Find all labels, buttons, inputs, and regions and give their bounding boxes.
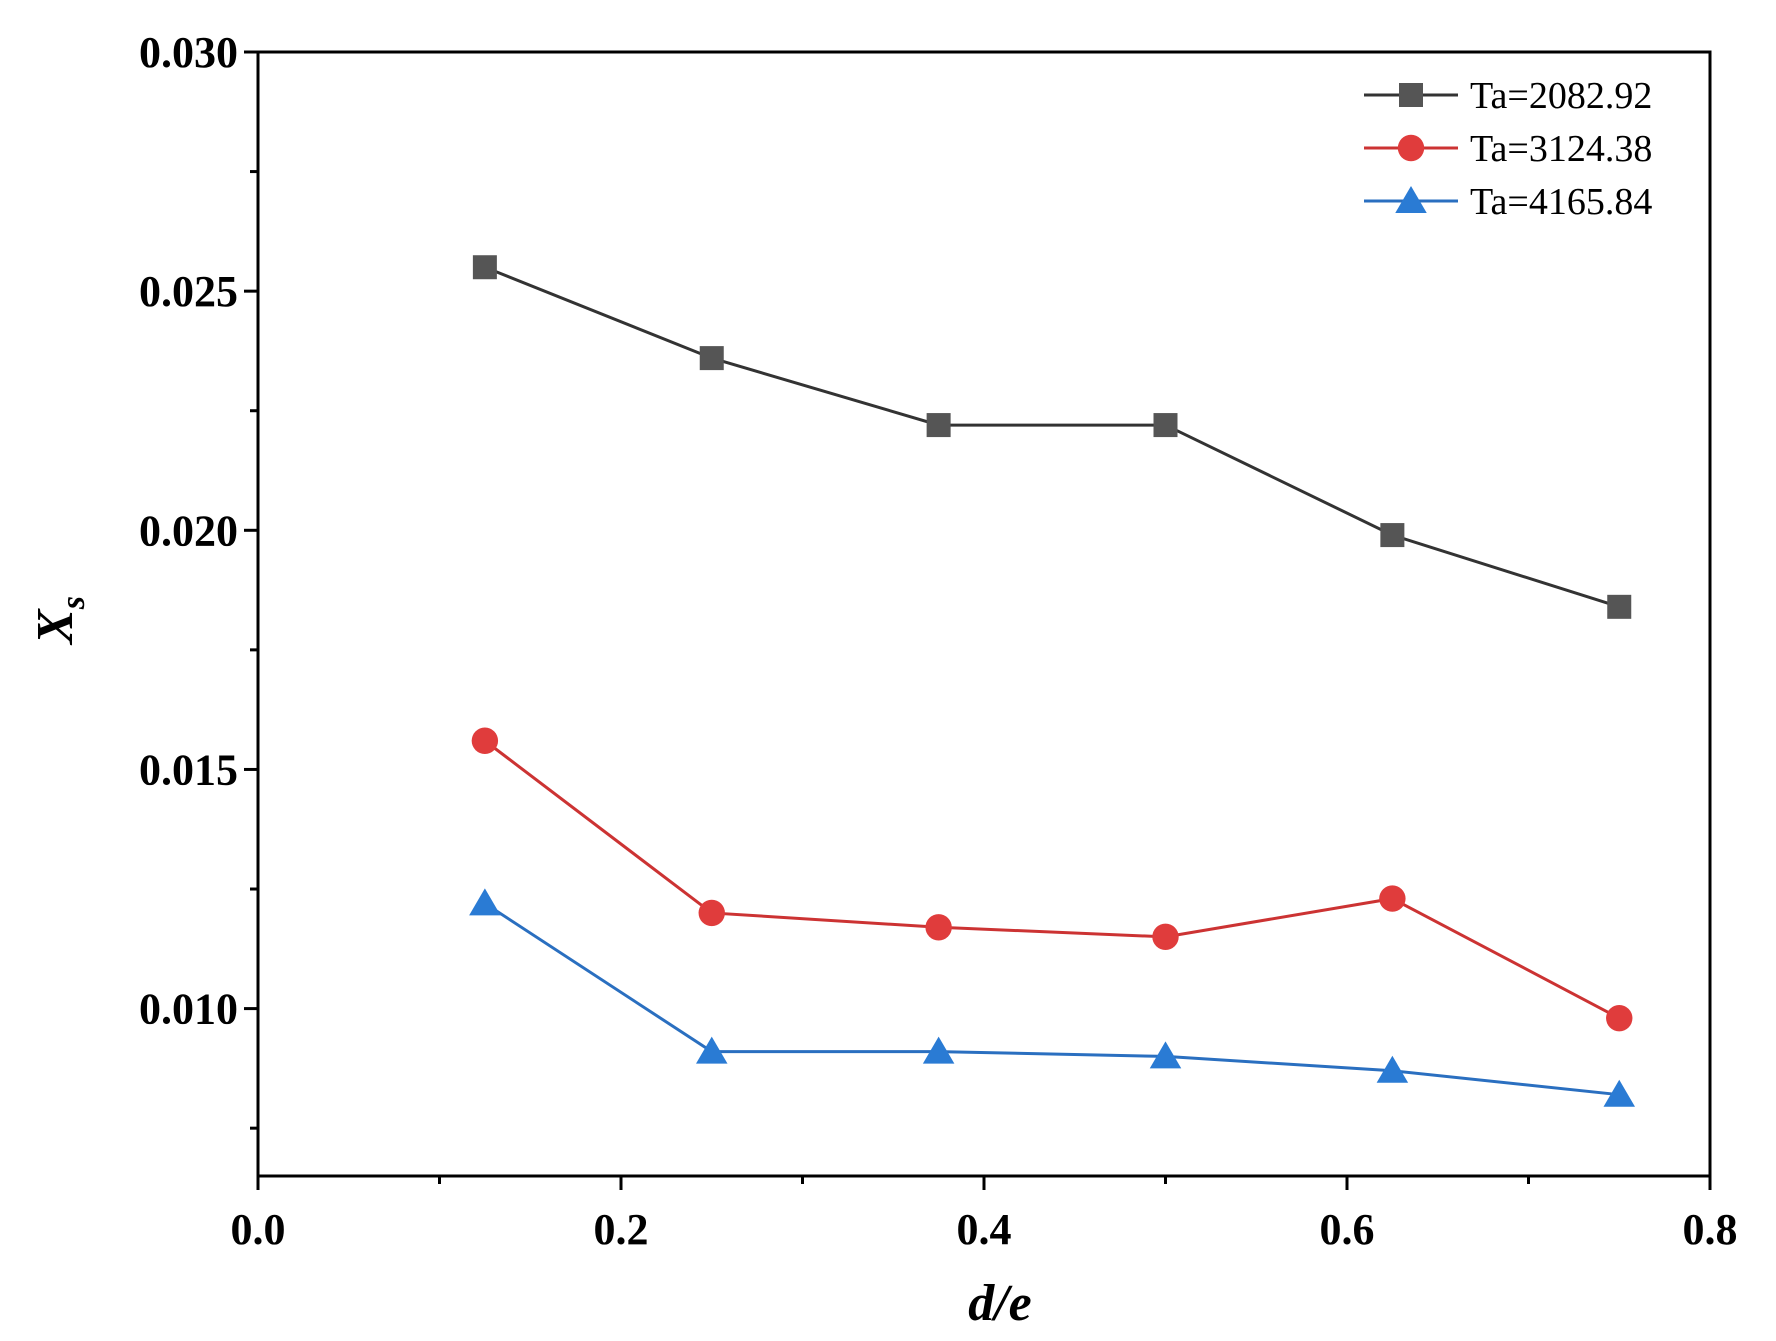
data-point bbox=[471, 727, 499, 754]
data-point bbox=[926, 413, 951, 438]
series-line bbox=[483, 739, 1620, 1020]
legend-item-3: Ta=4165.84 bbox=[1364, 181, 1652, 223]
data-point bbox=[698, 899, 725, 927]
y-axis-title-subscript: s bbox=[55, 596, 92, 610]
y-tick-label: 0.030 bbox=[139, 28, 238, 77]
axes: 0.0 0.2 0.4 0.6 0.8 0.010 0.015 0.020 0.025 0.030 bbox=[139, 28, 1738, 1254]
series-1 bbox=[472, 255, 1632, 619]
x-tick-label: 0.8 bbox=[1683, 1205, 1738, 1254]
x-tick-label: 0.4 bbox=[957, 1205, 1012, 1254]
data-point bbox=[925, 914, 952, 941]
legend-label: Ta=4165.84 bbox=[1470, 181, 1652, 223]
y-tick-label: 0.020 bbox=[139, 506, 238, 555]
series-line bbox=[484, 265, 1620, 609]
data-point bbox=[1606, 1004, 1633, 1032]
data-point bbox=[1149, 1041, 1182, 1069]
legend: Ta=2082.92 Ta=3124.38 Ta=4165.84 bbox=[1364, 75, 1652, 223]
series-3 bbox=[469, 888, 1635, 1107]
x-tick-label: 0.2 bbox=[594, 1205, 649, 1254]
data-point bbox=[1379, 885, 1406, 912]
data-point bbox=[922, 1036, 955, 1064]
svg-text:Xs: Xs bbox=[27, 596, 92, 646]
series-line bbox=[484, 902, 1620, 1097]
x-axis-title: d/e bbox=[968, 1275, 1032, 1332]
data-point bbox=[469, 888, 501, 916]
data-point bbox=[1380, 523, 1405, 548]
data-point bbox=[1152, 923, 1179, 951]
legend-marker bbox=[1395, 186, 1427, 213]
x-tick-label: 0.0 bbox=[231, 1205, 286, 1254]
data-point bbox=[472, 255, 497, 280]
x-tick-label: 0.6 bbox=[1320, 1205, 1375, 1254]
series-2 bbox=[471, 727, 1633, 1032]
data-point bbox=[1376, 1055, 1409, 1083]
data-point bbox=[1607, 594, 1632, 619]
y-axis-title: Xs bbox=[27, 596, 92, 646]
y-tick-label: 0.015 bbox=[139, 745, 238, 794]
legend-label: Ta=3124.38 bbox=[1470, 128, 1652, 170]
legend-marker bbox=[1397, 134, 1425, 162]
data-point bbox=[1153, 413, 1178, 438]
y-tick-label: 0.025 bbox=[139, 267, 238, 316]
legend-item-2: Ta=3124.38 bbox=[1364, 128, 1652, 170]
data-point bbox=[696, 1036, 728, 1064]
y-axis-title-main: X bbox=[27, 608, 84, 646]
data-point bbox=[1603, 1079, 1635, 1107]
legend-marker bbox=[1399, 83, 1423, 107]
y-tick-label: 0.010 bbox=[139, 985, 238, 1034]
legend-item-1: Ta=2082.92 bbox=[1364, 75, 1652, 117]
legend-label: Ta=2082.92 bbox=[1470, 75, 1652, 117]
series-layer bbox=[469, 255, 1635, 1107]
data-point bbox=[699, 346, 724, 371]
